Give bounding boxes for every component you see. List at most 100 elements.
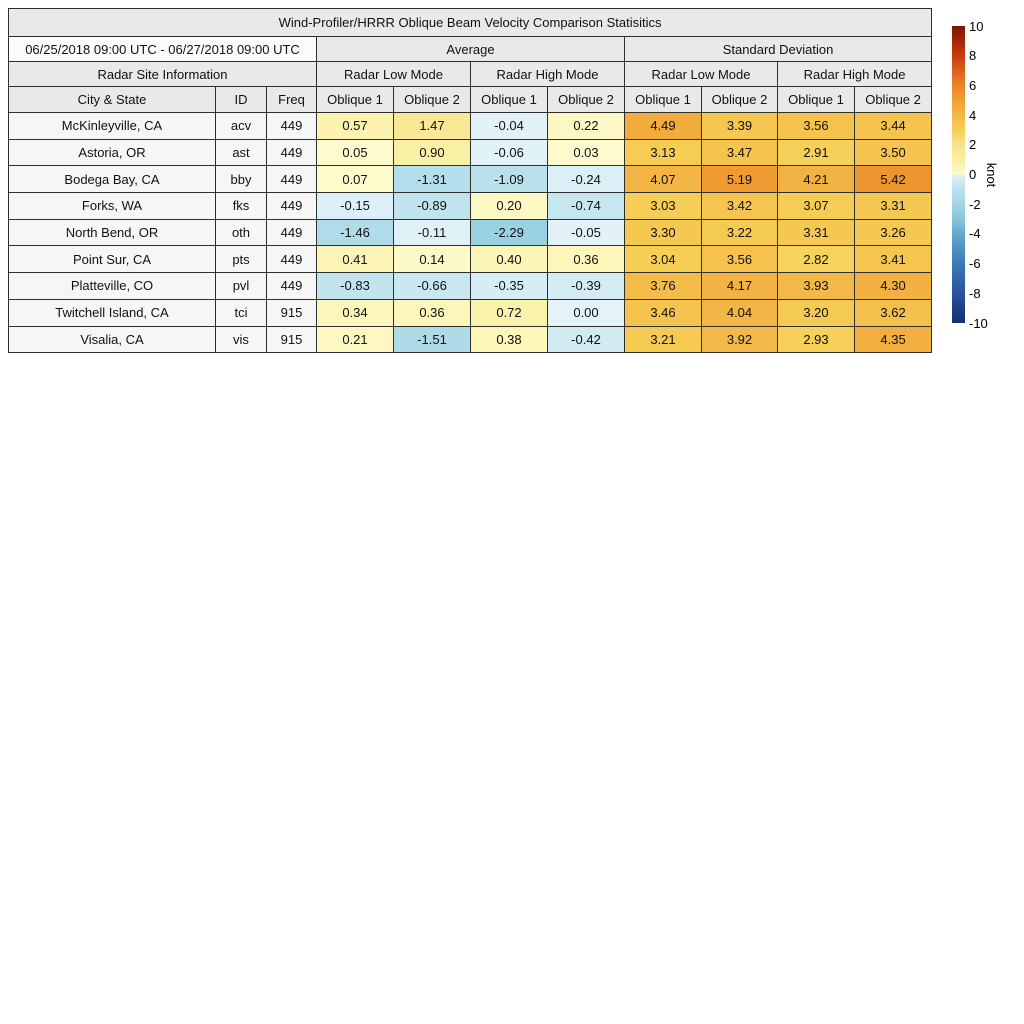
colorbar-tick-label: -8 (969, 285, 981, 301)
id-cell: bby (215, 165, 267, 194)
colorbar-tick-label: -10 (969, 315, 988, 331)
value-cell: 0.40 (470, 245, 548, 274)
city-cell: Visalia, CA (8, 325, 216, 354)
value-cell: -0.74 (547, 192, 625, 220)
value-cell: 3.31 (853, 192, 933, 220)
value-cell: 0.36 (547, 245, 625, 274)
value-cell: -0.05 (547, 218, 625, 247)
value-cell: 0.90 (393, 138, 471, 167)
city-cell: Forks, WA (8, 192, 216, 220)
value-cell: 2.91 (777, 138, 855, 167)
value-cell: 2.93 (777, 325, 855, 354)
value-cell: -0.42 (547, 325, 625, 354)
value-cell: 3.22 (701, 218, 778, 247)
table-row: Platteville, CO pvl 449 -0.83 -0.66 -0.35 -0.3… (8, 272, 933, 300)
value-cell: 3.04 (624, 245, 702, 274)
id-cell: oth (215, 218, 267, 247)
value-cell: 3.13 (624, 138, 702, 167)
oblique1-header: Oblique 1 (470, 86, 548, 113)
value-cell: -2.29 (470, 218, 548, 247)
value-cell: 3.44 (853, 112, 933, 140)
id-cell: tci (215, 298, 267, 327)
value-cell: 4.17 (701, 272, 778, 300)
value-cell: 0.07 (316, 165, 394, 194)
avg-low-mode-header: Radar Low Mode (316, 61, 471, 87)
value-cell: -0.06 (470, 138, 548, 167)
value-cell: 4.35 (853, 325, 933, 354)
city-cell: North Bend, OR (8, 218, 216, 247)
value-cell: 5.42 (853, 165, 933, 194)
city-cell: Point Sur, CA (8, 245, 216, 274)
id-header: ID (215, 86, 267, 113)
freq-cell: 449 (266, 218, 317, 247)
oblique2-header: Oblique 2 (393, 86, 471, 113)
value-cell: -1.46 (316, 218, 394, 247)
oblique1-header: Oblique 1 (316, 86, 394, 113)
value-cell: 4.30 (853, 272, 933, 300)
value-cell: 5.19 (701, 165, 778, 194)
value-cell: 0.14 (393, 245, 471, 274)
colorbar-tick-label: -2 (969, 196, 981, 212)
value-cell: 4.04 (701, 298, 778, 327)
value-cell: 3.56 (701, 245, 778, 274)
group-header-row: 06/25/2018 09:00 UTC - 06/27/2018 09:00 … (8, 36, 933, 62)
id-cell: ast (215, 138, 267, 167)
colorbar-tick-label: 2 (969, 137, 977, 153)
value-cell: -0.15 (316, 192, 394, 220)
average-group-header: Average (316, 36, 625, 62)
value-cell: 3.26 (853, 218, 933, 247)
value-cell: -1.31 (393, 165, 471, 194)
table-row: McKinleyville, CA acv 449 0.57 1.47 -0.04 0.22… (8, 112, 933, 140)
oblique2-header: Oblique 2 (701, 86, 778, 113)
std-low-mode-header: Radar Low Mode (624, 61, 778, 87)
value-cell: 3.31 (777, 218, 855, 247)
value-cell: 0.00 (547, 298, 625, 327)
value-cell: 3.93 (777, 272, 855, 300)
value-cell: -0.24 (547, 165, 625, 194)
value-cell: 0.22 (547, 112, 625, 140)
mode-header-row: Radar Site Information Radar Low Mode Ra… (8, 61, 933, 87)
value-cell: 2.82 (777, 245, 855, 274)
title-row: Wind-Profiler/HRRR Oblique Beam Velocity… (7, 8, 933, 37)
radar-site-info-header: Radar Site Information (8, 61, 317, 87)
value-cell: 0.34 (316, 298, 394, 327)
colorbar-tick-label: -6 (969, 256, 981, 272)
value-cell: 3.41 (853, 245, 933, 274)
city-state-header: City & State (8, 86, 216, 113)
city-cell: McKinleyville, CA (8, 112, 216, 140)
value-cell: 0.20 (470, 192, 548, 220)
avg-high-mode-header: Radar High Mode (470, 61, 625, 87)
city-cell: Platteville, CO (8, 272, 216, 300)
city-cell: Astoria, OR (8, 138, 216, 167)
stats-table: Wind-Profiler/HRRR Oblique Beam Velocity… (7, 8, 933, 354)
value-cell: -0.66 (393, 272, 471, 300)
freq-cell: 915 (266, 298, 317, 327)
value-cell: 3.76 (624, 272, 702, 300)
table-row: Point Sur, CA pts 449 0.41 0.14 0.40 0.36 3.04 3… (8, 245, 933, 274)
value-cell: -0.04 (470, 112, 548, 140)
value-cell: 3.56 (777, 112, 855, 140)
table-body: McKinleyville, CA acv 449 0.57 1.47 -0.04 0.22… (8, 112, 933, 354)
colorbar (952, 26, 965, 323)
id-cell: vis (215, 325, 267, 354)
value-cell: 1.47 (393, 112, 471, 140)
colorbar-tick-label: -4 (969, 226, 981, 242)
colorbar-tick-label: 8 (969, 48, 977, 64)
value-cell: -0.35 (470, 272, 548, 300)
freq-cell: 449 (266, 245, 317, 274)
id-cell: acv (215, 112, 267, 140)
freq-cell: 449 (266, 138, 317, 167)
id-cell: pvl (215, 272, 267, 300)
figure-title: Wind-Profiler/HRRR Oblique Beam Velocity… (7, 8, 933, 37)
table-row: Bodega Bay, CA bby 449 0.07 -1.31 -1.09 -0.24 4… (8, 165, 933, 194)
value-cell: 3.21 (624, 325, 702, 354)
value-cell: 4.07 (624, 165, 702, 194)
date-range: 06/25/2018 09:00 UTC - 06/27/2018 09:00 … (8, 36, 317, 62)
value-cell: 3.20 (777, 298, 855, 327)
table-row: Visalia, CA vis 915 0.21 -1.51 0.38 -0.42 3.21 3… (8, 325, 933, 354)
value-cell: 3.50 (853, 138, 933, 167)
value-cell: 0.72 (470, 298, 548, 327)
id-cell: pts (215, 245, 267, 274)
value-cell: -1.09 (470, 165, 548, 194)
